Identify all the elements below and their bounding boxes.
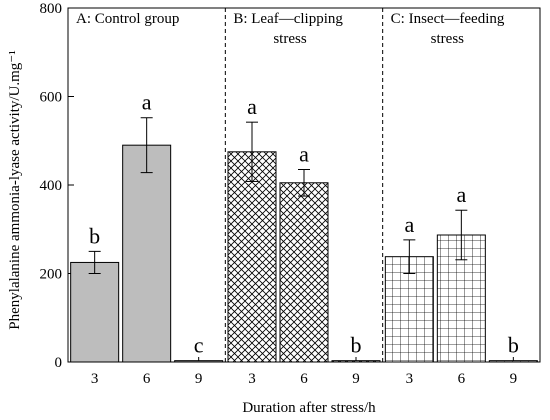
- bar: [227, 151, 277, 363]
- x-tick-label: 3: [248, 371, 256, 387]
- x-tick-label: 3: [91, 371, 99, 387]
- significance-label: c: [194, 333, 204, 358]
- bars-layer: [70, 117, 538, 363]
- bar: [331, 360, 381, 363]
- x-tick-label: 9: [352, 371, 360, 387]
- y-tick-label: 400: [40, 178, 63, 194]
- group-label: A: Control group: [76, 11, 179, 27]
- x-tick-label: 6: [458, 371, 466, 387]
- significance-label: a: [142, 90, 152, 115]
- x-tick-label: 9: [510, 371, 518, 387]
- y-axis: 0 200 400 600 800: [40, 1, 74, 371]
- bar: [488, 360, 538, 363]
- bar: [70, 261, 120, 363]
- significance-label: b: [89, 223, 100, 248]
- significance-label: b: [351, 333, 362, 358]
- y-tick-label: 800: [40, 1, 63, 17]
- y-tick-label: 600: [40, 90, 63, 106]
- x-tick-label: 9: [195, 371, 203, 387]
- significance-label: a: [404, 212, 414, 237]
- bar: [384, 256, 434, 363]
- group-label: C: Insect—feeding stress: [391, 11, 505, 47]
- significance-label: b: [508, 333, 519, 358]
- group-label: B: Leaf—clipping stress: [233, 11, 343, 47]
- bar: [122, 144, 172, 363]
- significance-label: a: [247, 94, 257, 119]
- labels-layer: A: Control group b a c B: Leaf—clipping stres…: [76, 11, 519, 358]
- bar: [279, 182, 329, 363]
- x-axis-title: Duration after stress/h: [242, 400, 376, 416]
- x-tick-label: 3: [406, 371, 414, 387]
- x-tick-label: 6: [300, 371, 308, 387]
- significance-label: a: [456, 182, 466, 207]
- significance-label: a: [299, 142, 309, 167]
- y-axis-title: Phenylalanine ammonia-lyase activity/U.m…: [7, 50, 23, 329]
- x-tick-label: 6: [143, 371, 151, 387]
- bar: [174, 360, 224, 363]
- y-tick-label: 0: [55, 355, 63, 371]
- y-tick-label: 200: [40, 267, 63, 283]
